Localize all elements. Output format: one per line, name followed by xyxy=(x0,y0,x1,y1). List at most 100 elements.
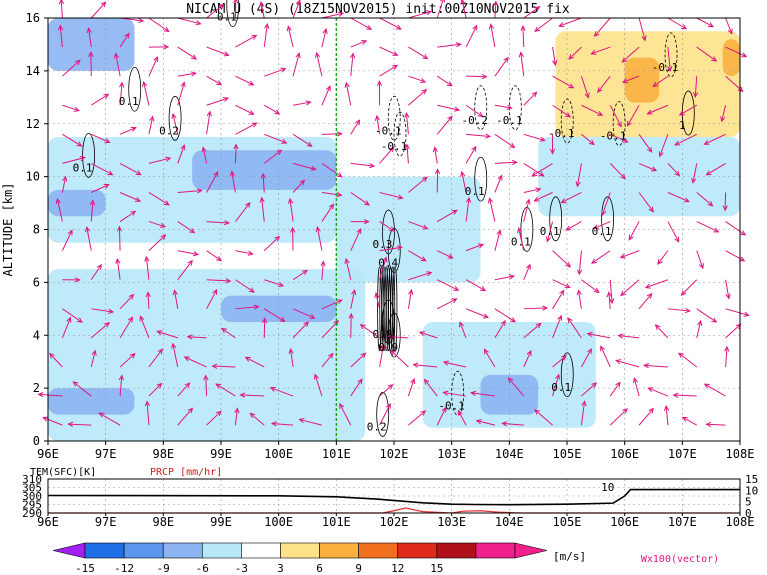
wind-vector-head xyxy=(387,384,394,390)
wind-vector-shaft xyxy=(581,133,595,145)
sub-x-tick-label-9: 105E xyxy=(553,515,582,529)
wind-vector-shaft xyxy=(292,53,300,77)
colorbar: -15 -12 -9 -6 -3 3 6 9 12 15 [m/s] Wx100(vector) xyxy=(52,542,719,575)
wind-vector-shaft xyxy=(704,133,726,145)
wind-vector-shaft xyxy=(350,53,354,77)
wind-vector-shaft xyxy=(609,279,613,304)
wind-vector-276 xyxy=(577,250,583,276)
wind-vector-shaft xyxy=(61,317,71,339)
wind-vector-shaft xyxy=(264,133,287,144)
wind-vector-239 xyxy=(493,0,499,19)
colorbar-box-10 xyxy=(475,542,516,559)
wind-vector-shaft xyxy=(262,173,265,193)
wind-vector-head xyxy=(485,133,492,139)
wind-vector-355 xyxy=(703,133,726,145)
wind-vector-head xyxy=(722,205,728,212)
wind-vector-head xyxy=(646,109,653,115)
wind-vector-head xyxy=(213,171,219,178)
wind-vector-shaft xyxy=(552,355,567,368)
wind-vector-head xyxy=(203,374,209,381)
wind-vector-shaft xyxy=(518,228,525,251)
wind-vector-shaft xyxy=(638,17,646,41)
contour-label-22: 0.2 xyxy=(367,420,387,433)
wind-vector-shaft xyxy=(206,111,211,135)
wind-vector-55 xyxy=(148,115,155,135)
wind-vector-shaft xyxy=(299,418,323,426)
contour-line-1 xyxy=(128,66,142,112)
wind-vector-110 xyxy=(264,279,285,287)
wind-vector-head xyxy=(62,175,68,182)
wind-vector-shaft xyxy=(61,176,67,193)
wind-vector-head xyxy=(98,412,105,418)
wind-vector-head xyxy=(344,81,350,88)
wind-vector-head xyxy=(421,88,428,95)
wind-vectors xyxy=(37,0,750,428)
wind-vector-193 xyxy=(408,46,429,60)
wind-vector-shaft xyxy=(263,308,285,322)
left-tick-label-0: 290 xyxy=(22,507,42,520)
wind-vector-306 xyxy=(619,250,640,259)
wind-vector-shaft xyxy=(379,403,391,426)
wind-vector-15 xyxy=(67,421,92,427)
wind-vector-353 xyxy=(722,192,728,212)
wind-vector-56 xyxy=(142,80,150,106)
wind-vector-head xyxy=(396,245,403,251)
wind-vector-206 xyxy=(437,104,461,112)
contour-label-18: 0.8 xyxy=(373,328,393,341)
sub-x-tick-label-8: 104E xyxy=(495,515,524,529)
wind-vector-shaft xyxy=(148,234,166,252)
wind-vector-24 xyxy=(91,162,114,176)
wind-vector-shaft xyxy=(119,210,136,222)
wind-vector-107 xyxy=(244,356,265,368)
wind-vector-head xyxy=(302,269,309,276)
wind-vector-shaft xyxy=(270,387,294,397)
contour-line-21 xyxy=(560,352,574,398)
wind-vector-111 xyxy=(263,235,281,252)
wind-vector-shaft xyxy=(350,378,363,397)
wind-vector-head xyxy=(104,321,110,328)
wind-vector-255 xyxy=(534,409,553,426)
wind-vector-head xyxy=(139,315,145,322)
sub-x-tick-label-0: 96E xyxy=(37,515,59,529)
wind-vector-208 xyxy=(437,42,462,48)
vector-legend-label: Wx100(vector) xyxy=(641,554,719,565)
wind-vector-196 xyxy=(423,378,438,397)
wind-vector-head xyxy=(89,199,96,206)
wind-vector-head xyxy=(628,234,634,241)
wind-vector-197 xyxy=(412,362,438,368)
wind-vector-head xyxy=(278,282,285,287)
wind-vector-263 xyxy=(533,192,553,202)
wind-vector-102 xyxy=(235,75,255,86)
wind-vector-head xyxy=(535,187,542,193)
wind-vector-295 xyxy=(610,133,629,143)
wind-vector-head xyxy=(600,345,605,352)
wind-vector-211 xyxy=(442,390,467,397)
wind-vector-head xyxy=(713,227,720,233)
wind-vector-shaft xyxy=(90,93,109,106)
wind-vector-285 xyxy=(609,408,629,426)
wind-vector-235 xyxy=(494,133,516,149)
sub-x-tick-label-7: 103E xyxy=(437,515,466,529)
contour-label-19: 0.9 xyxy=(378,341,398,354)
wind-vector-shaft xyxy=(405,113,409,135)
wind-vector-head xyxy=(447,115,453,122)
wind-vector-head xyxy=(281,138,288,144)
wind-vector-17 xyxy=(90,349,97,368)
colorbar-box-4 xyxy=(241,542,281,559)
x-tick-label-1: 97E xyxy=(95,447,117,461)
wind-vector-shaft xyxy=(202,147,208,164)
wind-vector-236 xyxy=(494,104,513,110)
wind-vector-315 xyxy=(663,405,670,426)
wind-vector-head xyxy=(356,228,362,235)
wind-vector-shaft xyxy=(235,122,257,135)
wind-vector-258 xyxy=(552,314,563,339)
wind-vector-shaft xyxy=(240,394,265,397)
wind-vector-head xyxy=(233,0,239,4)
wind-vector-head xyxy=(451,298,458,304)
wind-vector-288 xyxy=(586,331,611,339)
wind-vector-head xyxy=(488,23,495,30)
wind-vector-81 xyxy=(206,250,223,262)
wind-vector-273 xyxy=(567,317,582,339)
wind-vector-head xyxy=(280,67,287,73)
wind-vector-shaft xyxy=(682,416,697,426)
